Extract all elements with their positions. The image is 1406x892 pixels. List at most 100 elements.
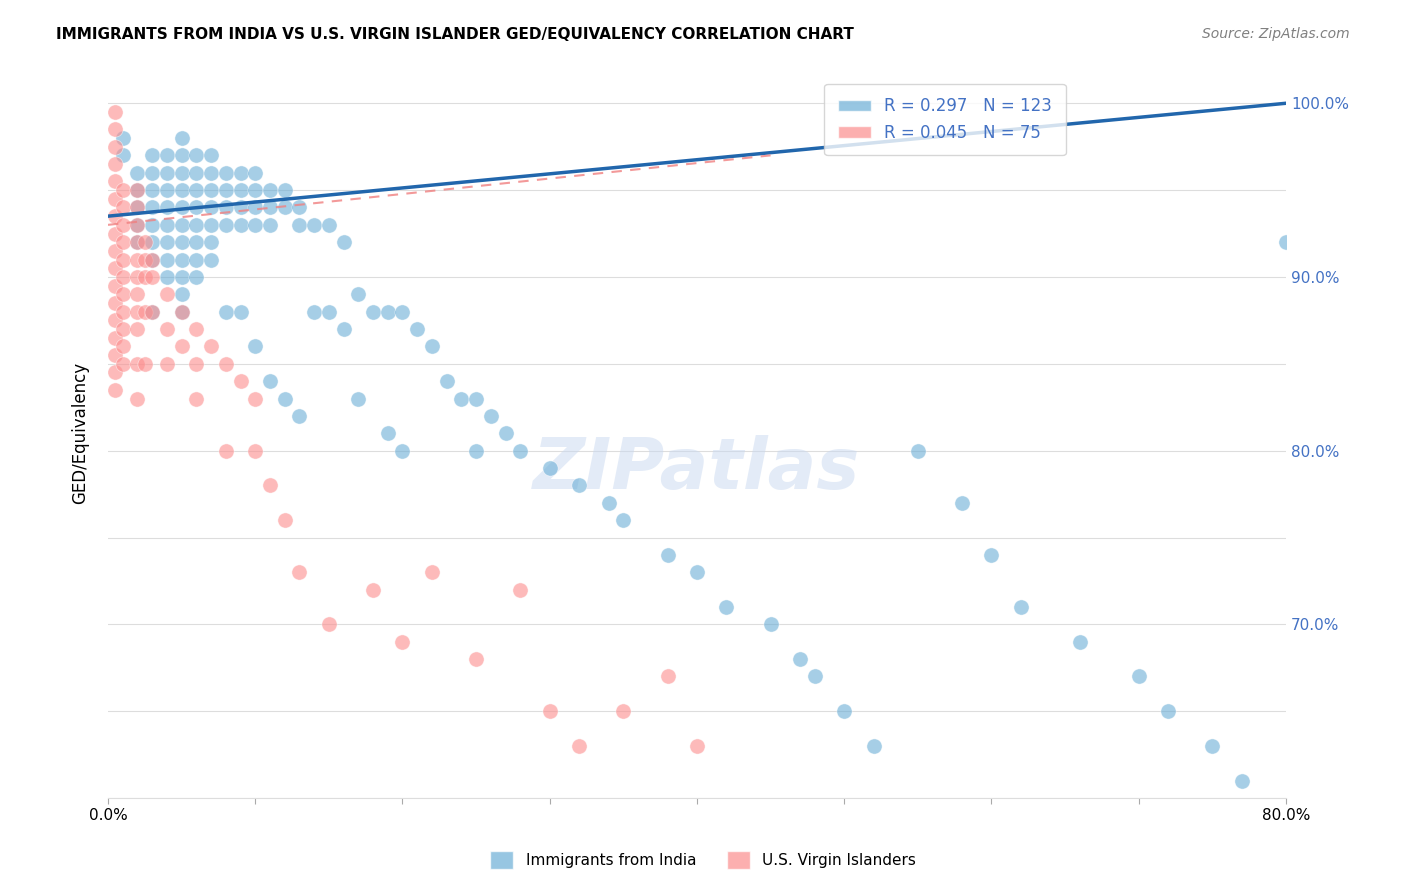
Point — [170, 304, 193, 318]
Point — [1246, 808, 1268, 822]
Point — [170, 201, 193, 215]
Point — [436, 374, 458, 388]
Point — [186, 322, 208, 336]
Point — [186, 392, 208, 406]
Point — [1230, 773, 1253, 788]
Text: IMMIGRANTS FROM INDIA VS U.S. VIRGIN ISLANDER GED/EQUIVALENCY CORRELATION CHART: IMMIGRANTS FROM INDIA VS U.S. VIRGIN ISL… — [56, 27, 853, 42]
Legend: Immigrants from India, U.S. Virgin Islanders: Immigrants from India, U.S. Virgin Islan… — [484, 845, 922, 875]
Text: Source: ZipAtlas.com: Source: ZipAtlas.com — [1202, 27, 1350, 41]
Point — [156, 218, 179, 232]
Point — [156, 183, 179, 197]
Point — [156, 201, 179, 215]
Point — [245, 201, 267, 215]
Point — [391, 304, 413, 318]
Point — [361, 582, 384, 597]
Point — [127, 201, 149, 215]
Point — [127, 304, 149, 318]
Point — [215, 357, 238, 371]
Point — [104, 313, 127, 327]
Point — [127, 235, 149, 250]
Point — [156, 269, 179, 284]
Point — [186, 183, 208, 197]
Point — [104, 366, 127, 380]
Point — [134, 269, 156, 284]
Point — [200, 339, 222, 353]
Point — [568, 478, 591, 492]
Point — [450, 392, 472, 406]
Point — [803, 669, 825, 683]
Point — [657, 548, 679, 562]
Point — [347, 392, 370, 406]
Point — [127, 218, 149, 232]
Point — [104, 244, 127, 258]
Point — [156, 148, 179, 162]
Point — [377, 426, 399, 441]
Point — [186, 201, 208, 215]
Point — [127, 183, 149, 197]
Point — [127, 322, 149, 336]
Point — [156, 287, 179, 301]
Point — [111, 322, 134, 336]
Point — [111, 269, 134, 284]
Point — [1275, 235, 1298, 250]
Point — [134, 304, 156, 318]
Point — [229, 218, 252, 232]
Point — [245, 392, 267, 406]
Point — [111, 183, 134, 197]
Point — [170, 304, 193, 318]
Point — [200, 148, 222, 162]
Point — [361, 304, 384, 318]
Point — [186, 218, 208, 232]
Point — [406, 322, 429, 336]
Point — [302, 218, 325, 232]
Point — [1069, 634, 1091, 648]
Point — [141, 252, 163, 267]
Point — [141, 269, 163, 284]
Point — [465, 443, 488, 458]
Point — [111, 357, 134, 371]
Point — [170, 218, 193, 232]
Point — [104, 227, 127, 241]
Point — [789, 652, 811, 666]
Point — [273, 183, 295, 197]
Point — [156, 357, 179, 371]
Point — [215, 443, 238, 458]
Point — [156, 322, 179, 336]
Point — [104, 296, 127, 310]
Point — [186, 269, 208, 284]
Point — [420, 566, 443, 580]
Point — [134, 357, 156, 371]
Point — [111, 235, 134, 250]
Point — [245, 166, 267, 180]
Point — [273, 513, 295, 527]
Y-axis label: GED/Equivalency: GED/Equivalency — [72, 362, 89, 504]
Point — [186, 148, 208, 162]
Point — [245, 183, 267, 197]
Point — [104, 278, 127, 293]
Point — [170, 235, 193, 250]
Point — [141, 235, 163, 250]
Point — [170, 339, 193, 353]
Point — [127, 166, 149, 180]
Point — [200, 166, 222, 180]
Point — [200, 235, 222, 250]
Point — [832, 704, 855, 718]
Point — [1260, 843, 1282, 857]
Point — [980, 548, 1002, 562]
Point — [907, 443, 929, 458]
Point — [332, 322, 354, 336]
Point — [127, 392, 149, 406]
Point — [229, 183, 252, 197]
Point — [538, 704, 561, 718]
Point — [170, 166, 193, 180]
Point — [377, 304, 399, 318]
Point — [215, 218, 238, 232]
Point — [104, 157, 127, 171]
Point — [200, 252, 222, 267]
Point — [1201, 739, 1223, 753]
Text: ZIPatlas: ZIPatlas — [533, 435, 860, 504]
Point — [141, 148, 163, 162]
Point — [716, 599, 738, 614]
Point — [538, 461, 561, 475]
Point — [104, 104, 127, 119]
